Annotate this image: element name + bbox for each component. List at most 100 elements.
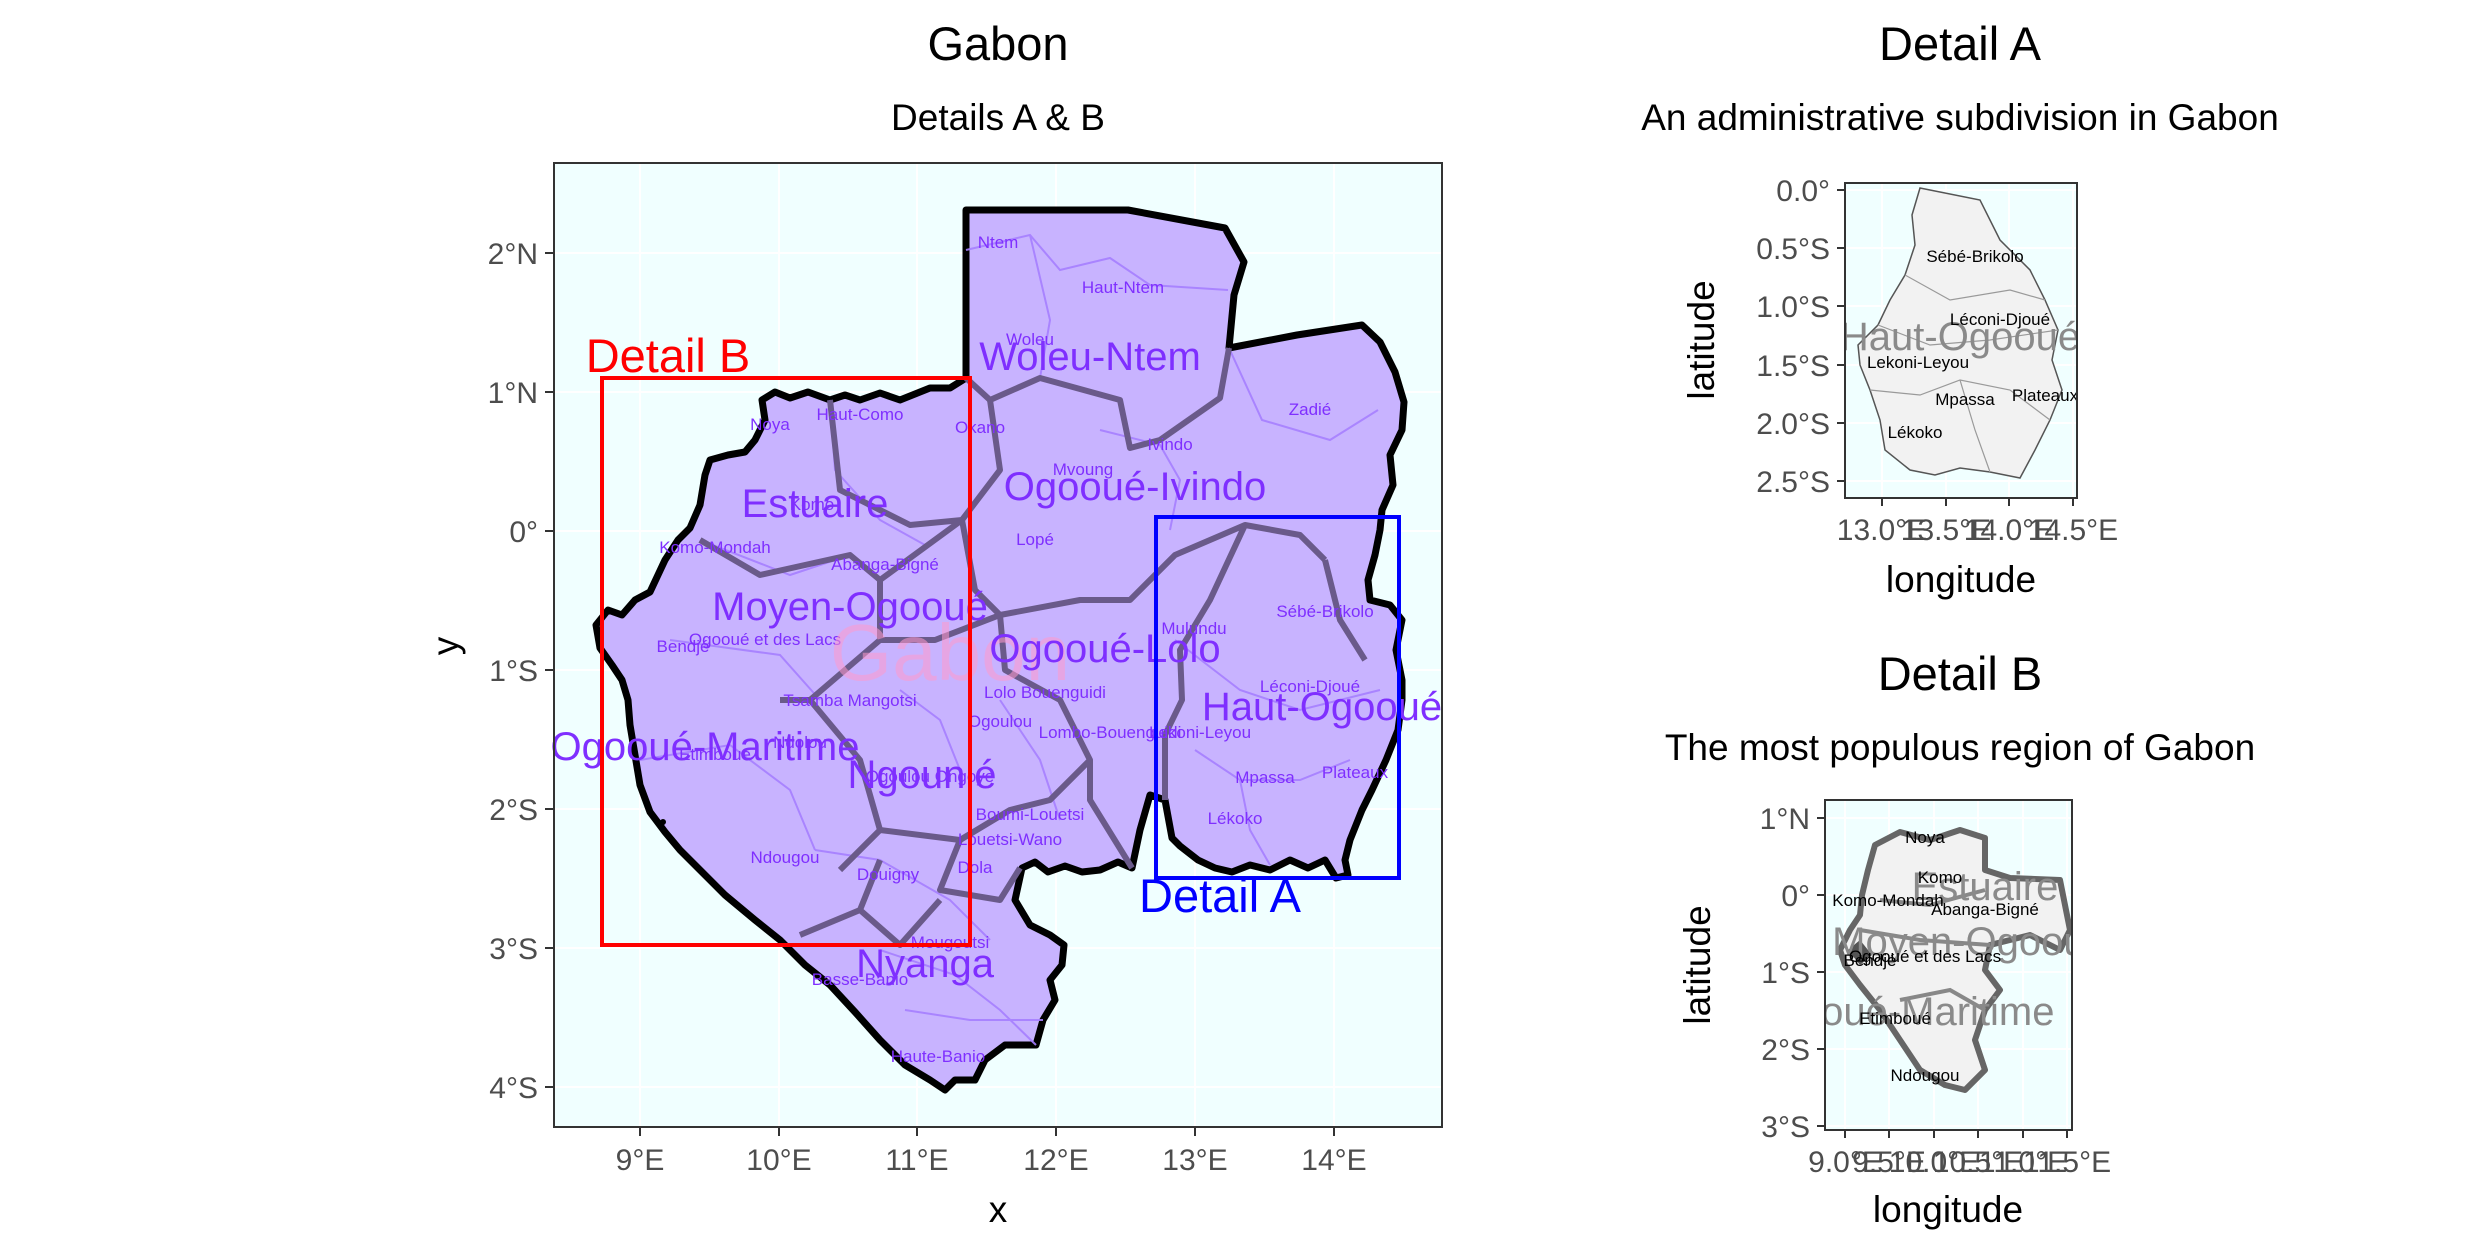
region-label-haut-ogooue: Haut-Ogooué bbox=[1202, 685, 1442, 729]
gabon-country-shape: Ntem Haut-Ntem Woleu Noya Haut-Como Okan… bbox=[592, 206, 1408, 1094]
detail-b-axis-ticks bbox=[1817, 817, 2068, 1138]
detail-b-title: Detail B bbox=[1878, 647, 2043, 700]
detail-a-x-tick-labels: 13.0°E 13.5°E 14.0°E 14.5°E bbox=[1837, 514, 2118, 547]
main-y-tick: 3°S bbox=[489, 933, 538, 966]
main-map-axis-ticks bbox=[545, 252, 1335, 1136]
detail-a-map: Haut-Ogooué Sébé-Brikolo Léconi-Djoué Le… bbox=[1840, 187, 2080, 479]
detail-a-y-axis-label: latitude bbox=[1681, 280, 1722, 399]
dept-label-tsamba-mangotsi: Tsamba Mangotsi bbox=[783, 691, 916, 710]
detail-a-frame bbox=[1844, 182, 2078, 499]
dept-label-lekoni-leyou: Lekoni-Leyou bbox=[1149, 723, 1251, 742]
detail-b-dept-label: Ogooué et des Lacs bbox=[1849, 947, 2001, 966]
detail-b-x-tick-labels: 9.0°E 9.5°E 10.0°E 10.5°E 11.0°E 11.5°E bbox=[1808, 1146, 2111, 1179]
dept-label-ndougou: Ndougou bbox=[750, 848, 819, 867]
dept-label-ndolou: Ndolou bbox=[773, 733, 827, 752]
detail-b-x-tick: 11.5°E bbox=[2023, 1146, 2111, 1179]
detail-a-y-tick: 2.5°S bbox=[1756, 466, 1830, 499]
main-map-x-tick-labels: 9°E 10°E 11°E 12°E 13°E 14°E bbox=[616, 1144, 1367, 1177]
dept-label-haut-como: Haut-Como bbox=[817, 405, 904, 424]
dept-label-ogoulou-ongoye: Ogoulou Ongoye bbox=[866, 767, 995, 786]
detail-b-y-tick: 3°S bbox=[1761, 1111, 1810, 1144]
detail-a-subtitle: An administrative subdivision in Gabon bbox=[1641, 97, 2279, 138]
detail-b-region-labels: Estuaire Moyen-Ogooué Ogooué-Maritime bbox=[1745, 865, 2072, 1034]
dept-label-komo: Komo bbox=[790, 495, 834, 514]
dept-label-noya: Noya bbox=[750, 415, 790, 434]
detail-b-x-tick: 11.0°E bbox=[1979, 1146, 2067, 1179]
detail-b-lagoon bbox=[1848, 940, 1872, 965]
main-map-subtitle: Details A & B bbox=[891, 97, 1105, 138]
detail-b-box-label: Detail B bbox=[586, 329, 751, 382]
region-label-ogooue-maritime: Ogooué-Maritime bbox=[550, 725, 859, 769]
dept-label-douigny: Douigny bbox=[857, 865, 920, 884]
detail-a-x-tick: 14.5°E bbox=[2028, 514, 2118, 547]
main-map-x-axis-label: x bbox=[989, 1189, 1008, 1230]
dept-label-sebe-brikolo: Sébé-Brikolo bbox=[1276, 602, 1373, 621]
main-map-title: Gabon bbox=[927, 17, 1068, 70]
region-label-estuaire: Estuaire bbox=[742, 482, 889, 526]
detail-b-dept-label: Komo-Mondah bbox=[1832, 891, 1944, 910]
dept-label-lope: Lopé bbox=[1016, 530, 1054, 549]
detail-b-y-tick: 1°S bbox=[1761, 957, 1810, 990]
detail-b-panel: Detail B The most populous region of Gab… bbox=[1665, 647, 2255, 1230]
main-y-tick: 0° bbox=[509, 516, 538, 549]
country-label: Gabon bbox=[830, 608, 1070, 697]
detail-b-y-axis-label: latitude bbox=[1677, 905, 1718, 1024]
detail-b-region-label: Estuaire bbox=[1912, 865, 2059, 909]
detail-a-department-boundaries bbox=[1869, 274, 2059, 473]
dept-label-abanga-bigne: Abanga-Bigné bbox=[831, 555, 939, 574]
dept-label-mulundu: Mulundu bbox=[1161, 619, 1226, 638]
main-map-frame bbox=[553, 162, 1443, 1128]
dept-label-ogooue-lacs: Ogooué et des Lacs bbox=[689, 630, 841, 649]
dept-label-etimboue: Etimboué bbox=[679, 745, 751, 764]
detail-a-box-label: Detail A bbox=[1139, 869, 1302, 922]
detail-b-box bbox=[600, 376, 972, 947]
haut-ogooue-outline bbox=[1857, 187, 2063, 479]
detail-a-title: Detail A bbox=[1879, 17, 2042, 70]
detail-a-dept-label: Plateaux bbox=[2012, 386, 2079, 405]
dept-label-haut-ntem: Haut-Ntem bbox=[1082, 278, 1164, 297]
department-labels: Ntem Haut-Ntem Woleu Noya Haut-Como Okan… bbox=[657, 233, 1389, 1066]
dept-label-lekoko: Lékoko bbox=[1208, 809, 1263, 828]
main-y-tick: 1°S bbox=[489, 655, 538, 688]
gabon-outline bbox=[592, 206, 1408, 1094]
detail-a-y-tick-labels: 0.0° 0.5°S 1.0°S 1.5°S 2.0°S 2.5°S bbox=[1756, 175, 1830, 499]
main-y-tick: 1°N bbox=[488, 377, 538, 410]
detail-b-dept-label: Komo bbox=[1918, 868, 1962, 887]
detail-b-y-tick: 1°N bbox=[1760, 803, 1810, 836]
detail-a-box bbox=[1154, 515, 1401, 880]
detail-b-dept-label: Bendjé bbox=[1844, 951, 1897, 970]
detail-b-x-tick: 9.5°E bbox=[1852, 1146, 1926, 1179]
detail-a-dept-label: Mpassa bbox=[1935, 390, 1995, 409]
detail-a-x-tick: 13.5°E bbox=[1901, 514, 1991, 547]
region-label-ngounie: Ngounié bbox=[847, 753, 996, 797]
province-labels: Woleu-Ntem Estuaire Ogooué-Ivindo Moyen-… bbox=[550, 335, 1442, 986]
main-y-tick: 2°S bbox=[489, 794, 538, 827]
detail-b-region-label: Ogooué-Maritime bbox=[1745, 990, 2054, 1034]
dept-label-ogoulou: Ogoulou bbox=[968, 712, 1032, 731]
dept-label-boumi-louetsi: Boumi-Louetsi bbox=[976, 805, 1085, 824]
detail-a-dept-label: Lekoni-Leyou bbox=[1867, 353, 1969, 372]
region-label-ogooue-ivindo: Ogooué-Ivindo bbox=[1004, 465, 1266, 509]
detail-b-frame bbox=[1824, 799, 2073, 1131]
detail-b-x-tick: 10.5°E bbox=[1933, 1146, 2023, 1179]
main-x-tick: 14°E bbox=[1301, 1144, 1366, 1177]
main-x-tick: 11°E bbox=[885, 1144, 948, 1177]
region-label-woleu-ntem: Woleu-Ntem bbox=[979, 335, 1201, 379]
dept-label-lolo-bouenguidi: Lolo Bouenguidi bbox=[984, 683, 1106, 702]
main-y-tick: 2°N bbox=[488, 238, 538, 271]
main-x-tick: 9°E bbox=[616, 1144, 665, 1177]
dept-label-louetsi-wano: Louetsi-Wano bbox=[958, 830, 1062, 849]
detail-a-y-tick: 0.0° bbox=[1776, 175, 1830, 208]
detail-a-x-tick: 14.0°E bbox=[1964, 514, 2054, 547]
dept-label-leconi-djoue: Léconi-Djoué bbox=[1260, 677, 1360, 696]
detail-b-map: Estuaire Moyen-Ogooué Ogooué-Maritime No… bbox=[1745, 827, 2072, 1093]
dept-label-plateaux: Plateaux bbox=[1322, 763, 1389, 782]
detail-b-outline bbox=[1837, 827, 2072, 1093]
detail-a-region-label: Haut-Ogooué bbox=[1840, 315, 2080, 359]
dept-label-dola: Dola bbox=[958, 858, 994, 877]
dept-label-bendje: Bendjé bbox=[657, 637, 710, 656]
detail-b-y-tick: 2°S bbox=[1761, 1034, 1810, 1067]
detail-b-department-labels: Noya Komo Komo-Mondah Abanga-Bigné Ogoou… bbox=[1832, 828, 2039, 1085]
detail-a-y-tick: 1.5°S bbox=[1756, 350, 1830, 383]
main-x-tick: 12°E bbox=[1023, 1144, 1088, 1177]
